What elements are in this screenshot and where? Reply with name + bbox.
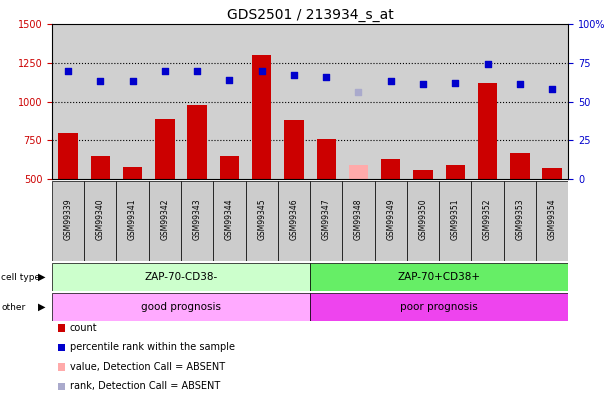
Point: [128, 78, 137, 85]
Point: [95, 78, 105, 85]
Text: GSM99353: GSM99353: [515, 198, 524, 240]
Bar: [123, 166, 142, 179]
Point: [515, 81, 525, 88]
Bar: [278, 24, 310, 179]
Bar: [59, 132, 78, 179]
Text: GSM99348: GSM99348: [354, 198, 363, 240]
Bar: [220, 156, 239, 179]
Bar: [536, 24, 568, 179]
Bar: [316, 139, 336, 179]
Text: GSM99342: GSM99342: [160, 198, 169, 240]
Bar: [375, 24, 407, 179]
Point: [354, 89, 364, 96]
Bar: [510, 153, 530, 179]
Bar: [478, 83, 497, 179]
Bar: [213, 24, 246, 179]
Point: [450, 80, 460, 86]
Text: GSM99344: GSM99344: [225, 198, 234, 240]
Bar: [472, 24, 503, 179]
Point: [192, 67, 202, 74]
Bar: [439, 181, 472, 261]
Point: [483, 61, 492, 68]
Bar: [445, 165, 465, 179]
Text: ZAP-70-CD38-: ZAP-70-CD38-: [144, 272, 218, 282]
Bar: [52, 293, 310, 321]
Text: GSM99350: GSM99350: [419, 198, 428, 240]
Bar: [536, 181, 568, 261]
Bar: [278, 181, 310, 261]
Text: GSM99347: GSM99347: [322, 198, 331, 240]
Text: count: count: [70, 323, 97, 333]
Text: rank, Detection Call = ABSENT: rank, Detection Call = ABSENT: [70, 382, 220, 391]
Bar: [84, 24, 117, 179]
Text: GSM99351: GSM99351: [451, 198, 460, 240]
Bar: [342, 24, 375, 179]
Point: [418, 81, 428, 88]
Text: ZAP-70+CD38+: ZAP-70+CD38+: [398, 272, 481, 282]
Text: GSM99349: GSM99349: [386, 198, 395, 240]
Text: poor prognosis: poor prognosis: [400, 302, 478, 312]
Text: good prognosis: good prognosis: [141, 302, 221, 312]
Text: GSM99340: GSM99340: [96, 198, 105, 240]
Text: ▶: ▶: [38, 302, 45, 312]
Bar: [349, 165, 368, 179]
Point: [224, 77, 234, 83]
Text: ▶: ▶: [38, 272, 45, 282]
Point: [257, 67, 266, 74]
Text: GSM99343: GSM99343: [192, 198, 202, 240]
Point: [63, 67, 73, 74]
Bar: [407, 181, 439, 261]
Bar: [375, 181, 407, 261]
Bar: [252, 55, 271, 179]
Point: [547, 86, 557, 92]
Bar: [310, 181, 342, 261]
Point: [289, 72, 299, 79]
Bar: [381, 159, 400, 179]
Text: GSM99354: GSM99354: [547, 198, 557, 240]
Bar: [181, 181, 213, 261]
Bar: [414, 170, 433, 179]
Bar: [117, 181, 148, 261]
Bar: [284, 120, 304, 179]
Bar: [310, 24, 342, 179]
Bar: [181, 24, 213, 179]
Text: GSM99339: GSM99339: [64, 198, 73, 240]
Bar: [52, 263, 310, 291]
Text: value, Detection Call = ABSENT: value, Detection Call = ABSENT: [70, 362, 225, 372]
Bar: [155, 119, 175, 179]
Text: GSM99345: GSM99345: [257, 198, 266, 240]
Bar: [310, 263, 568, 291]
Bar: [188, 104, 207, 179]
Text: GSM99346: GSM99346: [290, 198, 298, 240]
Bar: [52, 181, 84, 261]
Point: [386, 78, 396, 85]
Point: [321, 73, 331, 80]
Bar: [246, 181, 278, 261]
Bar: [148, 24, 181, 179]
Text: GSM99352: GSM99352: [483, 198, 492, 240]
Bar: [52, 24, 84, 179]
Text: cell type: cell type: [1, 273, 40, 281]
Bar: [213, 181, 246, 261]
Bar: [148, 181, 181, 261]
Bar: [310, 293, 568, 321]
Point: [160, 67, 170, 74]
Text: GSM99341: GSM99341: [128, 198, 137, 240]
Title: GDS2501 / 213934_s_at: GDS2501 / 213934_s_at: [227, 8, 393, 21]
Text: percentile rank within the sample: percentile rank within the sample: [70, 343, 235, 352]
Bar: [503, 24, 536, 179]
Bar: [543, 168, 562, 179]
Bar: [117, 24, 148, 179]
Bar: [472, 181, 503, 261]
Bar: [84, 181, 117, 261]
Bar: [503, 181, 536, 261]
Bar: [246, 24, 278, 179]
Bar: [439, 24, 472, 179]
Text: other: other: [1, 303, 26, 311]
Bar: [90, 156, 110, 179]
Bar: [407, 24, 439, 179]
Bar: [342, 181, 375, 261]
